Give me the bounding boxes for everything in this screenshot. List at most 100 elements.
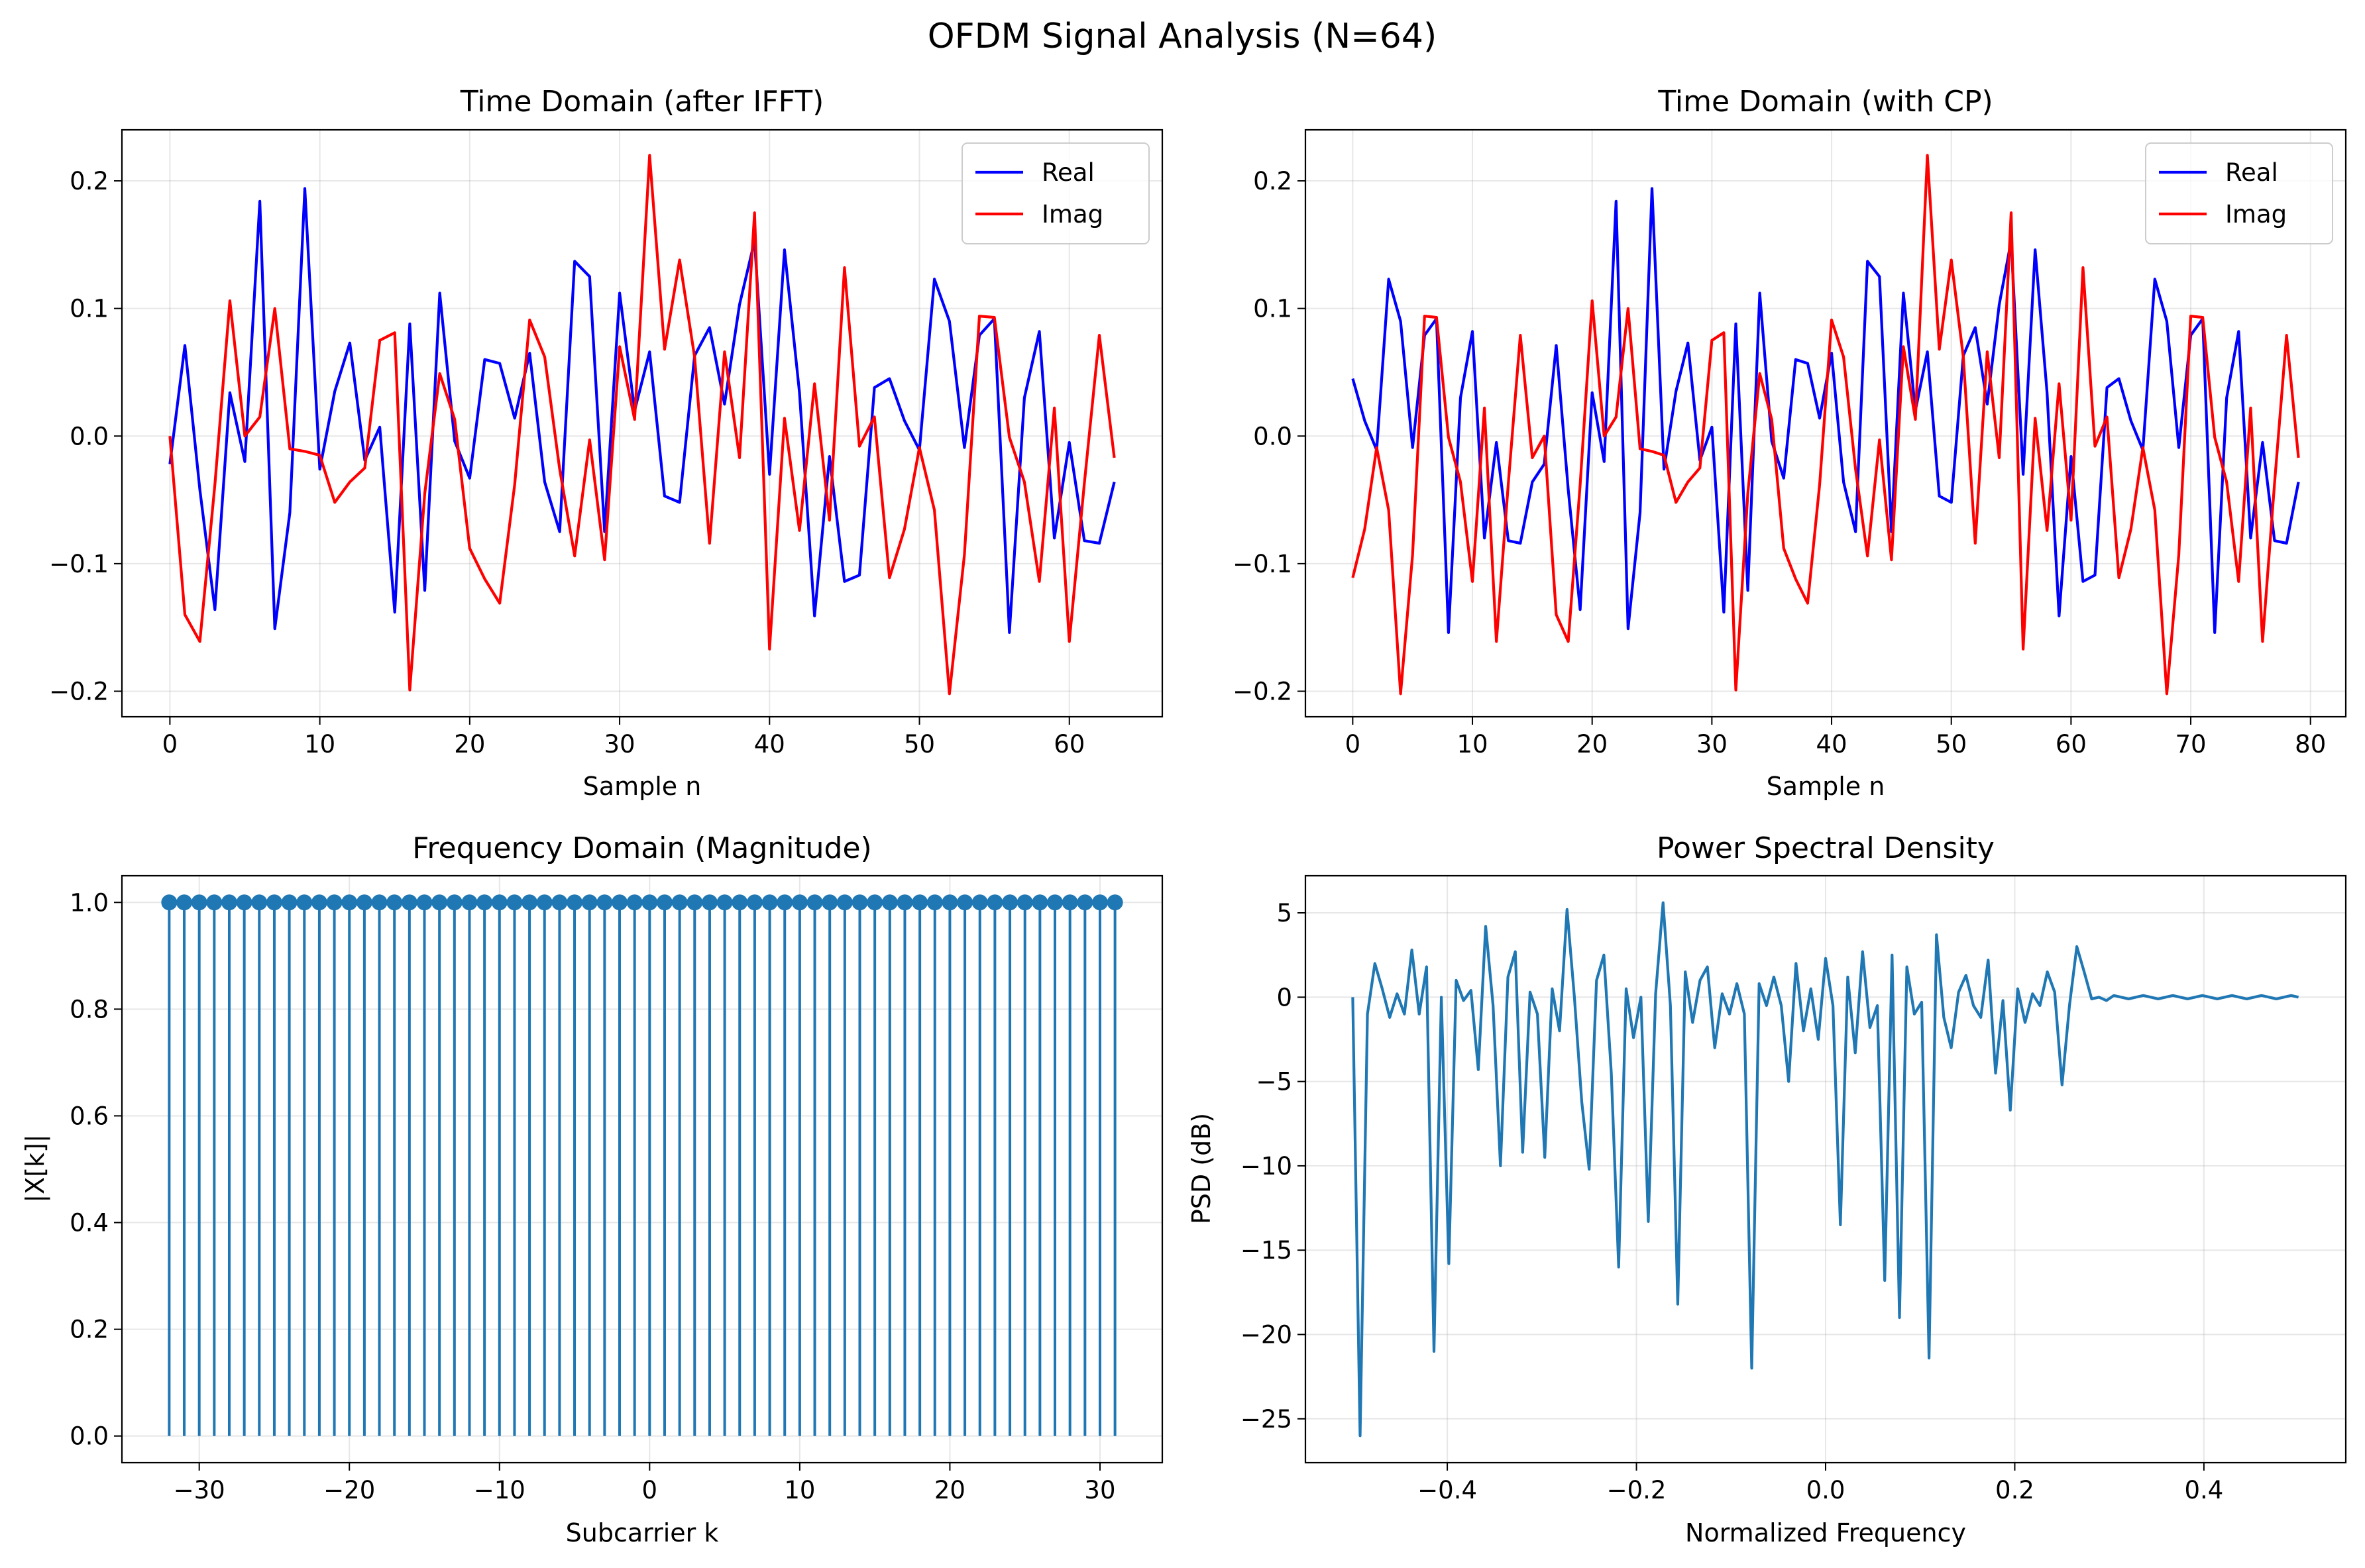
psd-ytick-label: −5	[1256, 1068, 1292, 1096]
freq-magnitude-stem-marker	[476, 894, 493, 911]
figure-title: OFDM Signal Analysis (N=64)	[928, 17, 1437, 56]
time-cp-legend-label-real: Real	[2225, 158, 2278, 187]
freq-magnitude-stem-marker	[506, 894, 523, 911]
freq-magnitude-stem-marker	[1002, 894, 1018, 911]
time-ifft-ytick-label: 0.2	[70, 167, 109, 195]
time-cp-title: Time Domain (with CP)	[1657, 85, 1993, 119]
freq-magnitude-ytick-label: 1.0	[70, 888, 109, 917]
time-cp-xtick-label: 60	[2056, 730, 2087, 758]
freq-magnitude-ytick-label: 0.0	[70, 1422, 109, 1451]
time-ifft-xtick-label: 0	[162, 730, 178, 758]
time-cp-ytick-label: −0.1	[1233, 550, 1292, 578]
time-cp-legend-label-imag: Imag	[2225, 200, 2287, 229]
freq-magnitude-stem-marker	[1032, 894, 1048, 911]
psd-xtick-label: 0.2	[1995, 1476, 2034, 1504]
freq-magnitude-ytick-label: 0.8	[70, 995, 109, 1023]
freq-magnitude-stem-marker	[581, 894, 598, 911]
time-ifft-xtick-label: 50	[904, 730, 935, 758]
freq-magnitude-stem-marker	[311, 894, 327, 911]
time-ifft-title: Time Domain (after IFFT)	[460, 85, 824, 119]
time-ifft-axes-frame	[121, 129, 1164, 718]
freq-magnitude-stem-marker	[522, 894, 538, 911]
time-cp-legend-box	[2145, 142, 2333, 244]
time-ifft-xtick-label: 10	[304, 730, 335, 758]
freq-magnitude-stem-marker	[671, 894, 688, 911]
freq-magnitude-stem-marker	[296, 894, 313, 911]
freq-magnitude-stem-marker	[401, 894, 417, 911]
freq-magnitude-ytick-label: 0.4	[70, 1209, 109, 1237]
time-ifft-legend-box	[962, 142, 1150, 244]
time-ifft-panel: Time Domain (after IFFT) Sample n 0 10 20 3…	[49, 85, 1164, 801]
freq-magnitude-stem-marker	[221, 894, 237, 911]
time-cp-xtick-label: 40	[1816, 730, 1847, 758]
time-ifft-ytick-label: 0.1	[70, 295, 109, 323]
freq-magnitude-stem-marker	[536, 894, 553, 911]
psd-xtick-label: 0.4	[2184, 1476, 2223, 1504]
freq-magnitude-stem-marker	[971, 894, 988, 911]
freq-magnitude-stem-marker	[897, 894, 913, 911]
freq-magnitude-ytick-label: 0.6	[70, 1102, 109, 1130]
freq-magnitude-ytick-label: 0.2	[70, 1316, 109, 1344]
time-cp-xtick-label: 20	[1576, 730, 1608, 758]
freq-magnitude-stem-marker	[236, 894, 252, 911]
freq-magnitude-stem-marker	[746, 894, 763, 911]
freq-magnitude-stem-marker	[822, 894, 838, 911]
freq-magnitude-stem-marker	[1047, 894, 1064, 911]
psd-xtick-label: −0.2	[1607, 1476, 1667, 1504]
freq-magnitude-stem-marker	[881, 894, 898, 911]
freq-magnitude-stem-marker	[281, 894, 298, 911]
freq-magnitude-stem-marker	[926, 894, 943, 911]
freq-magnitude-axes-frame	[121, 874, 1164, 1464]
freq-magnitude-stem-marker	[1077, 894, 1093, 911]
freq-magnitude-stem-marker	[491, 894, 508, 911]
freq-magnitude-stem-marker	[942, 894, 958, 911]
freq-magnitude-stem-marker	[626, 894, 643, 911]
psd-ytick-label: 5	[1276, 899, 1292, 927]
time-ifft-xtick-label: 40	[754, 730, 785, 758]
time-cp-xtick-label: 50	[1936, 730, 1967, 758]
freq-magnitude-stem-marker	[326, 894, 343, 911]
freq-magnitude-stem-marker	[1091, 894, 1108, 911]
freq-magnitude-stem-marker	[612, 894, 628, 911]
freq-magnitude-xtick-label: −10	[474, 1476, 525, 1504]
time-cp-imag-line	[1351, 154, 2300, 696]
time-ifft-xlabel: Sample n	[583, 772, 702, 801]
psd-ytick-label: 0	[1276, 983, 1292, 1012]
freq-magnitude-stem-marker	[567, 894, 583, 911]
time-ifft-xtick-label: 30	[604, 730, 635, 758]
psd-ylabel: PSD (dB)	[1187, 1113, 1216, 1224]
time-cp-panel: Time Domain (with CP) Sample n 0 10 20 30 40…	[1233, 85, 2347, 801]
freq-magnitude-stem-marker	[806, 894, 823, 911]
freq-magnitude-stem-marker	[791, 894, 808, 911]
freq-magnitude-stem-marker	[987, 894, 1003, 911]
freq-magnitude-stem-marker	[251, 894, 268, 911]
freq-magnitude-xtick-label: 0	[642, 1476, 658, 1504]
psd-xtick-label: −0.4	[1417, 1476, 1477, 1504]
psd-ytick-label: −15	[1240, 1236, 1292, 1265]
freq-magnitude-stem-marker	[777, 894, 793, 911]
time-ifft-legend-label-real: Real	[1042, 158, 1095, 187]
time-cp-data-group	[1351, 154, 2300, 696]
freq-magnitude-stem-marker	[446, 894, 463, 911]
freq-magnitude-stem-marker	[957, 894, 973, 911]
time-ifft-ytick-label: −0.1	[49, 550, 109, 578]
freq-magnitude-stem-marker	[461, 894, 478, 911]
freq-magnitude-stem-marker	[687, 894, 703, 911]
freq-magnitude-stem-marker	[1107, 894, 1123, 911]
psd-ytick-label: −20	[1240, 1321, 1292, 1349]
psd-ytick-label: −10	[1240, 1152, 1292, 1180]
freq-magnitude-data-group	[161, 894, 1123, 1436]
freq-magnitude-ylabel: |X[k]|	[21, 1134, 50, 1202]
freq-magnitude-xtick-label: 20	[934, 1476, 965, 1504]
psd-xtick-label: 0.0	[1806, 1476, 1845, 1504]
freq-magnitude-stem-marker	[761, 894, 778, 911]
freq-magnitude-stem-marker	[191, 894, 207, 911]
time-cp-ytick-label: 0.2	[1253, 167, 1292, 195]
freq-magnitude-stem-marker	[431, 894, 448, 911]
time-ifft-ytick-label: 0.0	[70, 422, 109, 450]
time-cp-ytick-label: −0.2	[1233, 677, 1292, 706]
freq-magnitude-xtick-label: −20	[323, 1476, 375, 1504]
time-cp-xlabel: Sample n	[1767, 772, 1885, 801]
freq-magnitude-stem-marker	[656, 894, 673, 911]
